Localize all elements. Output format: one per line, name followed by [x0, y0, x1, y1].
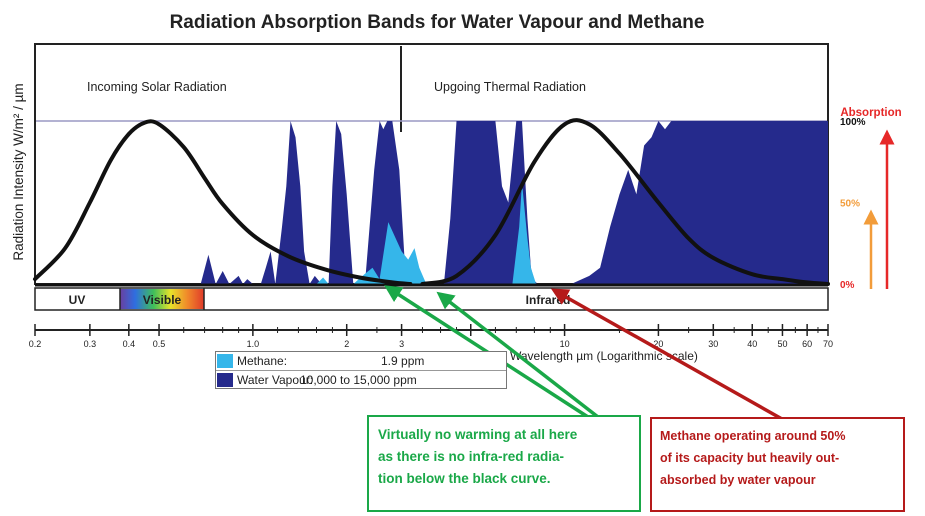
x-axis-ticks: 0.2 0.3 0.4 0.5 1.0 2 3 10 20 30 40 50 60 70: [29, 324, 833, 349]
visible-gradient: [120, 289, 204, 309]
annotation-methane-line-3: absorbed by water vapour: [660, 473, 816, 487]
red-arrow: [550, 288, 783, 421]
x-tick-label: 2: [344, 339, 349, 349]
band-label-uv: UV: [69, 293, 86, 307]
solar-emission-curve: [33, 119, 413, 286]
annotation-methane: Methane operating around 50% of its capa…: [650, 417, 905, 512]
x-tick-label: 70: [823, 339, 833, 349]
x-tick-label: 10: [560, 339, 570, 349]
x-axis-label: Wavelength µm (Logarithmic scale): [510, 349, 698, 363]
legend-value-water-vapour: 10,000 to 15,000 ppm: [300, 373, 417, 387]
x-tick-label: 3: [399, 339, 404, 349]
legend-swatch-water-vapour: [217, 373, 233, 387]
spectrum-band: UV Visible Infrared: [34, 287, 829, 311]
x-tick-label: 50: [777, 339, 787, 349]
absorption-tick-0: 0%: [840, 280, 855, 291]
green-arrow-2: [436, 291, 600, 419]
y-axis-label: Radiation Intensity W/m² / µm: [11, 83, 26, 260]
legend-label-methane: Methane:: [237, 354, 288, 368]
x-tick-label: 20: [653, 339, 663, 349]
x-tick-label: 0.2: [29, 339, 42, 349]
absorption-tick-100: 100%: [840, 117, 866, 128]
legend-label-water-vapour: Water Vapour:: [237, 373, 314, 387]
region-label-solar: Incoming Solar Radiation: [87, 80, 227, 94]
annotation-no-warming-line-2: as there is no infra-red radia-: [378, 449, 565, 464]
annotation-no-warming: Virtually no warming at all here as ther…: [367, 415, 641, 512]
legend-value-methane: 1.9 ppm: [381, 354, 425, 368]
x-tick-label: 1.0: [247, 339, 260, 349]
band-water-vapour: [35, 121, 828, 284]
x-tick-label: 30: [708, 339, 718, 349]
legend-item-methane: Methane: 1.9 ppm: [216, 352, 506, 370]
x-tick-label: 0.3: [84, 339, 97, 349]
absorption-tick-50: 50%: [840, 199, 860, 210]
annotation-methane-line-2: of its capacity but heavily out-: [660, 451, 840, 465]
x-tick-label: 0.5: [153, 339, 166, 349]
thermal-emission-curve: [420, 118, 830, 286]
x-tick-label: 40: [747, 339, 757, 349]
x-tick-label: 0.4: [123, 339, 136, 349]
chart-title: Radiation Absorption Bands for Water Vap…: [170, 12, 705, 33]
annotation-no-warming-line-3: tion below the black curve.: [378, 471, 551, 486]
legend-swatch-methane: [217, 354, 233, 368]
legend: Methane: 1.9 ppm Water Vapour: 10,000 to…: [215, 351, 507, 389]
region-label-thermal: Upgoing Thermal Radiation: [434, 80, 586, 94]
absorption-title: Absorption: [840, 107, 901, 119]
x-tick-label: 60: [802, 339, 812, 349]
absorption-bands: [35, 121, 828, 284]
emission-curves: [33, 118, 830, 286]
absorption-axis: Absorption 100% 50% 0%: [840, 107, 902, 291]
legend-item-water-vapour: Water Vapour: 10,000 to 15,000 ppm: [216, 370, 506, 389]
annotation-no-warming-line-1: Virtually no warming at all here: [378, 427, 578, 442]
annotation-methane-line-1: Methane operating around 50%: [660, 429, 846, 443]
band-box: [34, 287, 829, 311]
band-label-visible: Visible: [143, 293, 182, 307]
